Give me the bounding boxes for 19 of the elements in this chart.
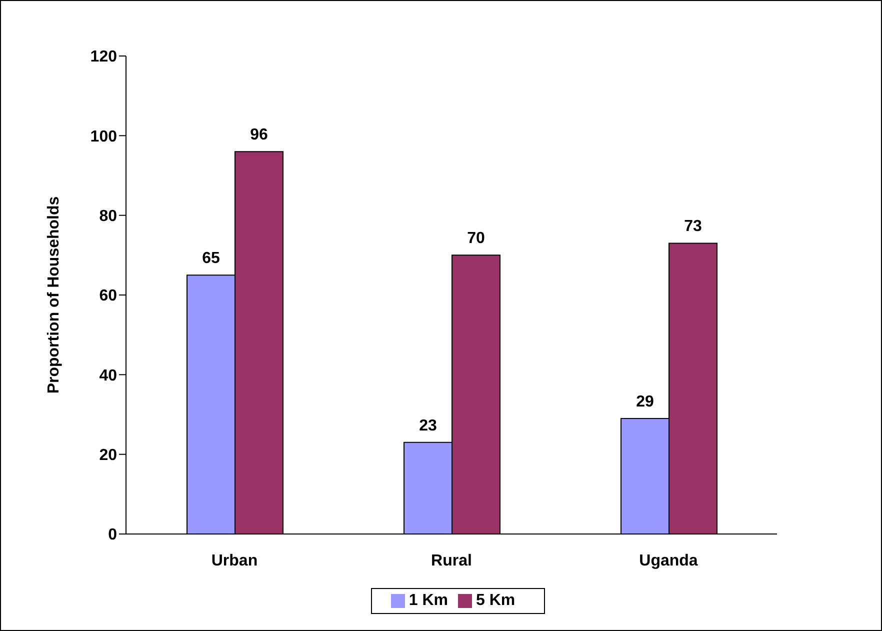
- y-tick-label: 40: [99, 367, 118, 384]
- y-tick-label: 120: [90, 48, 118, 66]
- y-axis-title: Proportion of Households: [46, 196, 63, 394]
- legend-label: 1 Km: [408, 592, 448, 609]
- y-tick-label: 100: [90, 128, 118, 146]
- x-tick-label: Rural: [431, 552, 472, 570]
- data-label: 29: [636, 393, 654, 410]
- y-tick-label: 20: [99, 447, 118, 464]
- legend-label: 5 Km: [476, 592, 516, 609]
- x-tick-label: Uganda: [639, 552, 698, 570]
- y-tick-label: 0: [108, 526, 118, 544]
- y-tick-label: 60: [99, 288, 118, 305]
- data-label: 70: [467, 230, 485, 248]
- x-tick-label: Urban: [211, 552, 258, 570]
- data-label: 96: [250, 126, 268, 144]
- data-label: 73: [684, 218, 702, 236]
- data-label: 23: [419, 417, 437, 434]
- y-tick-label: 80: [99, 208, 118, 226]
- data-label: 65: [202, 250, 220, 268]
